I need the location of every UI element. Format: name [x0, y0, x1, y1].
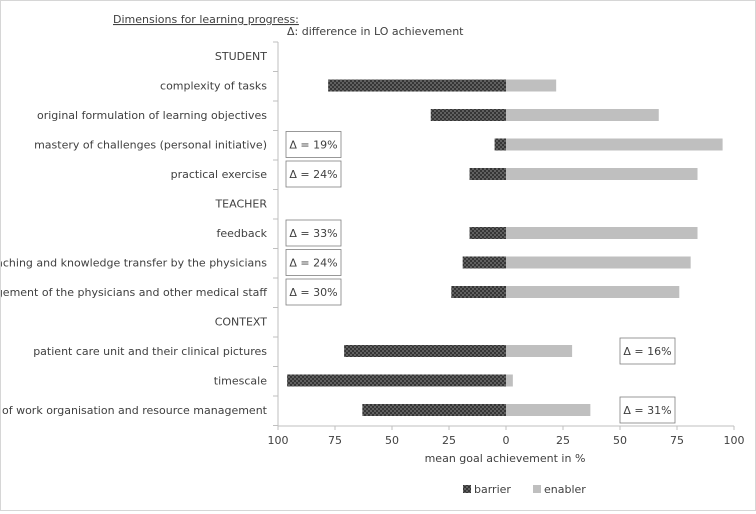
- chart-subtitle: Δ: difference in LO achievement: [287, 25, 464, 38]
- enabler-bar: [506, 227, 698, 239]
- x-tick-label: 75: [670, 434, 684, 447]
- delta-label: Δ = 31%: [623, 404, 671, 417]
- section-label: STUDENT: [215, 50, 267, 63]
- delta-box-frame: [285, 131, 342, 158]
- enabler-bar: [506, 168, 698, 180]
- delta-box: Δ = 19%: [285, 131, 342, 158]
- enabler-bar: [506, 404, 591, 416]
- enabler-bar: [506, 79, 557, 92]
- x-tick-label: 100: [268, 434, 289, 447]
- delta-box-frame: [619, 337, 676, 365]
- x-tick-label: 75: [328, 434, 342, 447]
- row-label: timescale: [214, 375, 267, 388]
- legend: barrier enabler: [463, 483, 586, 496]
- row-label: complexity of tasks: [160, 80, 267, 93]
- enabler-bar: [506, 374, 513, 387]
- legend-item: enabler: [533, 483, 586, 496]
- delta-label: Δ = 19%: [289, 139, 337, 152]
- delta-box: Δ = 30%: [285, 278, 342, 306]
- barrier-bar: [469, 168, 506, 180]
- barrier-bar: [287, 374, 506, 387]
- delta-box: Δ = 16%: [619, 337, 676, 365]
- legend-swatch: [463, 485, 471, 493]
- legend-label: barrier: [474, 483, 511, 496]
- barrier-bar: [362, 404, 506, 416]
- delta-box: Δ = 24%: [285, 249, 342, 276]
- delta-box-frame: [285, 219, 342, 247]
- x-axis-label: mean goal achievement in %: [425, 452, 586, 465]
- delta-box: Δ = 24%: [285, 160, 342, 188]
- x-tick-label: 50: [385, 434, 399, 447]
- enabler-bar: [506, 138, 723, 151]
- delta-label: Δ = 16%: [623, 345, 671, 358]
- legend-swatch: [533, 485, 541, 493]
- delta-label: Δ = 33%: [289, 227, 337, 240]
- delta-label: Δ = 24%: [289, 257, 337, 270]
- legend-item: barrier: [463, 483, 511, 496]
- delta-box-frame: [619, 396, 676, 424]
- row-label: engagement of the physicians and other m…: [1, 286, 267, 299]
- enabler-bar: [506, 109, 659, 121]
- row-labels-group: STUDENT complexity of tasks original formu…: [0, 50, 268, 417]
- barrier-bar: [344, 345, 506, 357]
- barrier-bar: [430, 109, 506, 121]
- x-tick-label: 25: [442, 434, 456, 447]
- delta-label: Δ = 24%: [289, 168, 337, 181]
- delta-box-frame: [285, 278, 342, 306]
- delta-box: Δ = 33%: [285, 219, 342, 247]
- row-label: mode of work organisation and resource m…: [1, 404, 268, 417]
- row-label: teaching and knowledge transfer by the p…: [1, 257, 267, 270]
- barrier-bar: [328, 79, 506, 92]
- x-tick-label: 25: [556, 434, 570, 447]
- x-tick-label: 50: [613, 434, 627, 447]
- x-ticks-group: 100 75 50 25 0 25 50 75 100: [268, 426, 745, 447]
- row-label: patient care unit and their clinical pic…: [33, 345, 267, 358]
- row-label: feedback: [216, 227, 267, 240]
- legend-label: enabler: [544, 483, 586, 496]
- barrier-bar: [469, 227, 506, 239]
- barrier-bar: [451, 286, 506, 298]
- row-label: mastery of challenges (personal initiati…: [34, 139, 267, 152]
- row-label: practical exercise: [171, 168, 268, 181]
- delta-box-frame: [285, 249, 342, 276]
- section-label: TEACHER: [214, 198, 267, 211]
- enabler-bar: [506, 286, 680, 298]
- barrier-bar: [462, 256, 506, 269]
- section-label: CONTEXT: [215, 316, 268, 329]
- delta-label: Δ = 30%: [289, 286, 337, 299]
- x-tick-label: 0: [503, 434, 510, 447]
- enabler-bar: [506, 256, 691, 269]
- barrier-bar: [494, 138, 506, 151]
- enabler-bar: [506, 345, 573, 357]
- delta-box-frame: [285, 160, 342, 188]
- chart-header: Dimensions for learning progress:: [113, 13, 299, 26]
- row-label: original formulation of learning objecti…: [37, 109, 267, 122]
- x-tick-label: 100: [724, 434, 745, 447]
- delta-box: Δ = 31%: [619, 396, 676, 424]
- bars-group: [287, 79, 723, 416]
- delta-boxes-group: Δ = 19% Δ = 24% Δ = 33% Δ = 24% Δ = 30% Δ = 1…: [285, 131, 676, 424]
